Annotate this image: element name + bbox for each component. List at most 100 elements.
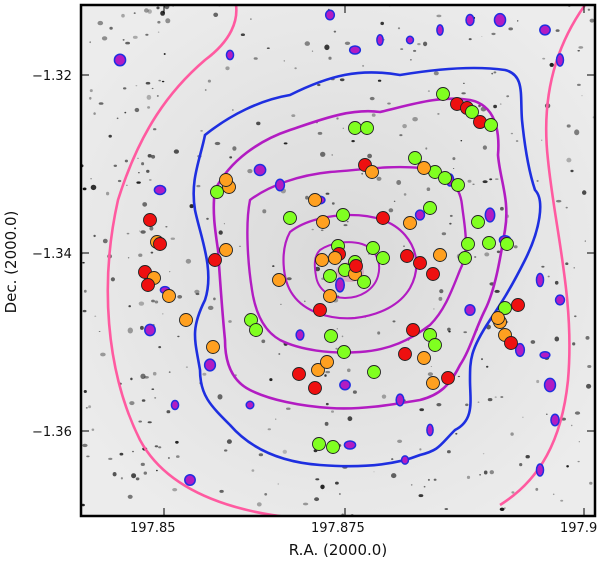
background-source (214, 141, 221, 146)
galaxy-marker (357, 275, 371, 289)
background-source (541, 139, 543, 141)
galaxy-marker (376, 211, 390, 225)
background-source (468, 38, 472, 41)
background-source (331, 410, 334, 413)
background-source (305, 195, 309, 200)
background-source (135, 85, 138, 87)
background-source (573, 267, 575, 269)
background-source (566, 124, 571, 128)
background-source (151, 87, 154, 90)
background-source (149, 226, 154, 231)
background-source (491, 72, 494, 75)
background-source (496, 250, 501, 254)
background-source (499, 507, 505, 511)
background-source (83, 390, 87, 393)
galaxy-marker (308, 193, 322, 207)
background-source (139, 230, 141, 232)
background-source (317, 83, 321, 87)
background-source (247, 169, 253, 174)
background-source (565, 206, 568, 209)
outer-contour (106, 5, 587, 516)
background-source (168, 371, 171, 373)
background-source (120, 477, 123, 480)
galaxy-marker (433, 248, 447, 262)
contour-island (405, 35, 415, 45)
background-source (493, 71, 497, 74)
background-source (463, 82, 465, 84)
background-source (566, 465, 569, 468)
galaxy-marker (320, 355, 334, 369)
background-source (455, 432, 458, 435)
background-source (175, 440, 179, 444)
background-source (131, 450, 135, 453)
background-source (122, 39, 125, 41)
background-source (226, 439, 232, 444)
background-source (213, 12, 219, 17)
background-source (587, 365, 592, 368)
mid-contour (192, 66, 542, 468)
galaxy-marker (408, 151, 422, 165)
background-source (585, 336, 590, 340)
background-source (89, 41, 91, 44)
background-source (489, 470, 494, 475)
background-source (399, 134, 403, 137)
background-source (457, 375, 461, 378)
background-source (425, 147, 428, 150)
background-source (419, 448, 422, 451)
background-source (113, 164, 118, 167)
background-source (269, 378, 273, 382)
background-source (177, 335, 180, 338)
background-source (304, 300, 306, 303)
background-source (481, 36, 483, 37)
contour-island (335, 277, 345, 293)
background-source (586, 383, 592, 389)
contour-island (253, 163, 267, 177)
background-source (140, 230, 146, 234)
background-source (232, 109, 234, 111)
background-source (85, 407, 88, 409)
background-source (484, 252, 490, 257)
background-source (161, 80, 165, 83)
background-source (589, 481, 593, 485)
background-source (344, 41, 351, 45)
background-source (138, 301, 145, 306)
galaxy-marker (323, 269, 337, 283)
background-source (204, 89, 207, 91)
background-source (376, 176, 382, 181)
background-source (108, 457, 113, 460)
contour-island (426, 423, 434, 437)
background-source (478, 104, 481, 108)
contour-island (153, 184, 167, 196)
background-source (94, 315, 97, 317)
background-source (515, 140, 519, 142)
contour-island (274, 178, 286, 192)
galaxy-marker (141, 278, 155, 292)
background-source (328, 56, 332, 60)
galaxy-marker (179, 313, 193, 327)
galaxy-marker (283, 211, 297, 225)
background-source (578, 46, 584, 49)
background-source (119, 452, 124, 456)
background-source (449, 214, 453, 217)
background-source (423, 41, 428, 47)
contour-island (539, 24, 551, 36)
y-axis-label: Dec. (2000.0) (2, 211, 20, 314)
galaxy-marker (219, 173, 233, 187)
background-source (510, 132, 514, 135)
background-source (156, 6, 160, 10)
contour-island (343, 440, 357, 450)
galaxy-marker (337, 345, 351, 359)
background-source (133, 12, 136, 15)
background-source (172, 488, 178, 492)
background-source (217, 394, 223, 400)
galaxy-marker (426, 267, 440, 281)
contour-island (465, 13, 475, 27)
background-source (463, 331, 468, 334)
contour-island (414, 209, 426, 221)
background-source (347, 368, 351, 373)
background-source (565, 262, 569, 266)
background-source (151, 388, 155, 390)
background-source (131, 473, 137, 479)
background-source (162, 313, 164, 315)
galaxy-marker (336, 208, 350, 222)
